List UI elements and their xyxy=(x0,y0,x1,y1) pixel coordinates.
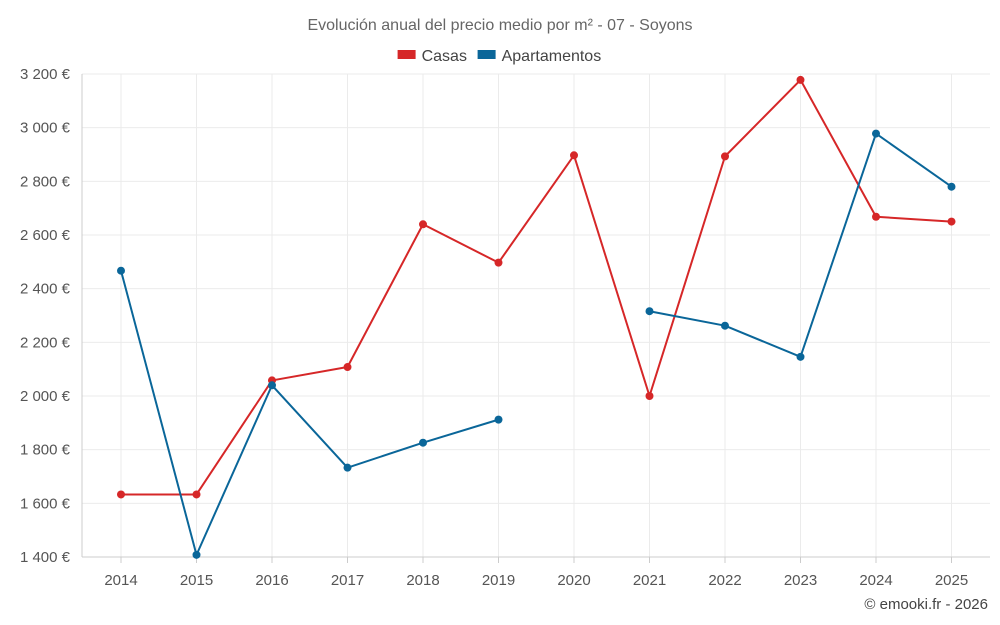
data-point[interactable] xyxy=(947,217,956,226)
data-point[interactable] xyxy=(872,212,880,221)
legend-item-casas[interactable]: Casas xyxy=(397,48,467,65)
chart-title: Evolución anual del precio medio por m² … xyxy=(307,17,692,34)
data-point[interactable] xyxy=(343,463,352,472)
y-tick-label: 2 200 € xyxy=(20,334,71,351)
legend-item-apartamentos[interactable]: Apartamentos xyxy=(477,48,602,65)
series-line xyxy=(120,270,499,556)
data-point[interactable] xyxy=(721,321,729,330)
legend: Casas Apartamentos xyxy=(397,48,602,65)
x-tick-label: 2018 xyxy=(406,572,439,589)
x-tick-label: 2015 xyxy=(180,572,213,589)
x-tick-label: 2024 xyxy=(859,572,892,589)
series-layer xyxy=(117,75,956,559)
grid xyxy=(81,73,990,558)
y-tick-label: 2 400 € xyxy=(20,281,71,298)
data-point[interactable] xyxy=(796,352,805,361)
y-tick-label: 2 800 € xyxy=(20,173,71,190)
data-point[interactable] xyxy=(117,490,125,499)
x-tick-label: 2023 xyxy=(784,572,817,589)
data-point[interactable] xyxy=(947,182,956,191)
data-point[interactable] xyxy=(494,415,503,424)
y-tick-label: 1 800 € xyxy=(20,442,71,459)
data-point[interactable] xyxy=(872,129,880,138)
legend-swatch xyxy=(397,50,416,59)
y-tick-label: 3 000 € xyxy=(20,120,71,137)
y-axis: 1 400 € 1 600 € 1 800 € 2 000 € 2 200 € 2 400… xyxy=(20,66,71,566)
legend-swatch xyxy=(477,50,496,59)
data-point[interactable] xyxy=(796,75,805,84)
x-tick-label: 2020 xyxy=(557,572,590,589)
x-tick-label: 2016 xyxy=(255,572,288,589)
series-apartamentos xyxy=(117,129,956,559)
y-tick-label: 2 600 € xyxy=(20,227,71,244)
data-point[interactable] xyxy=(721,152,729,161)
data-point[interactable] xyxy=(419,220,427,229)
data-point[interactable] xyxy=(117,266,125,275)
x-tick-label: 2022 xyxy=(708,572,741,589)
x-tick-label: 2025 xyxy=(935,572,968,589)
data-point[interactable] xyxy=(343,363,352,372)
data-point[interactable] xyxy=(645,392,654,400)
credit-text: © emooki.fr - 2026 xyxy=(864,596,988,613)
data-point[interactable] xyxy=(192,550,201,559)
legend-label: Apartamentos xyxy=(502,48,602,65)
data-point[interactable] xyxy=(419,438,427,447)
data-point[interactable] xyxy=(192,490,201,499)
y-tick-label: 1 400 € xyxy=(20,549,71,566)
data-point[interactable] xyxy=(645,307,654,316)
x-tick-label: 2014 xyxy=(104,572,137,589)
x-tick-label: 2021 xyxy=(633,572,666,589)
series-casas xyxy=(117,75,956,499)
y-tick-label: 2 000 € xyxy=(20,388,71,405)
x-tick-label: 2017 xyxy=(331,572,364,589)
data-point[interactable] xyxy=(268,381,276,390)
y-tick-label: 3 200 € xyxy=(20,66,71,83)
x-axis: 2014 2015 2016 2017 2018 2019 2020 2021 2022 2023… xyxy=(104,557,968,589)
data-point[interactable] xyxy=(570,151,578,160)
legend-label: Casas xyxy=(422,48,467,65)
x-tick-label: 2019 xyxy=(482,572,515,589)
data-point[interactable] xyxy=(494,258,503,267)
series-line xyxy=(121,78,952,496)
y-tick-label: 1 600 € xyxy=(20,495,71,512)
